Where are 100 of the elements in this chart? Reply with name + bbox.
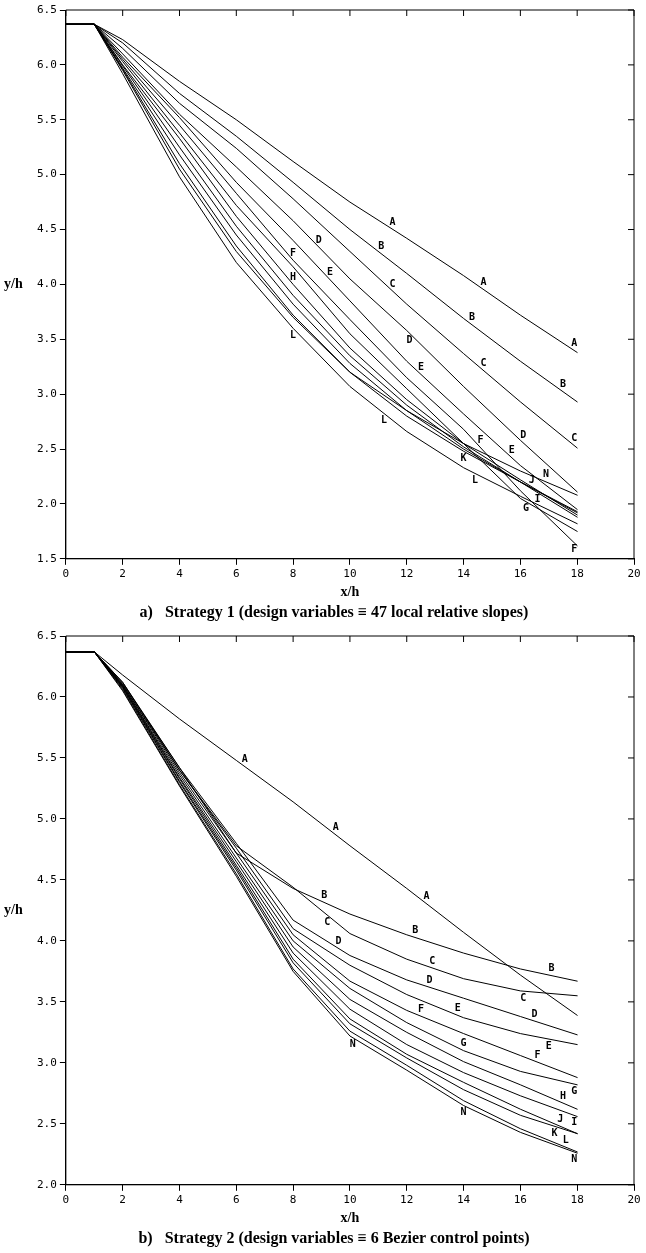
x-tick-label: 0	[62, 1193, 70, 1207]
text: C	[480, 357, 487, 369]
series-label: A	[480, 276, 487, 288]
series-label: I	[571, 1116, 578, 1128]
text: L	[381, 414, 388, 426]
x-tick-label: 10	[343, 1193, 357, 1207]
x-tick-label: 2	[119, 1193, 126, 1207]
text: C	[429, 954, 436, 966]
text: E	[454, 1002, 461, 1013]
series-label: F	[417, 1002, 424, 1014]
x-tick-label: 8	[289, 1193, 297, 1207]
y-tick-label: 4.5	[36, 222, 57, 236]
x-tick-label: 12	[400, 567, 414, 581]
x-tick-label: 16	[513, 1193, 527, 1207]
y-axis-title: y/h	[4, 276, 23, 292]
series-label: G	[571, 1084, 578, 1096]
x-tick-label: 12	[400, 1193, 414, 1207]
y-tick-label: 2.0	[36, 496, 57, 510]
series-label: E	[545, 1039, 552, 1051]
series-label: B	[321, 889, 328, 901]
x-tick-label: 20	[627, 1193, 641, 1207]
x-tick-label: 6	[232, 567, 240, 581]
series-label: J	[528, 474, 535, 486]
text: D	[315, 233, 322, 245]
text: E	[327, 266, 334, 278]
text: C	[324, 915, 331, 927]
y-tick-label: 5.5	[36, 750, 57, 764]
y-tick-label: 1.5	[36, 551, 57, 565]
text: D	[406, 333, 413, 345]
text: A	[423, 890, 430, 902]
y-axis-title: y/h	[4, 902, 23, 918]
text: a) Strategy 1 (design variables ≡ 47 local relative slopes)	[139, 602, 529, 621]
text: N	[460, 1106, 467, 1118]
x-tick-label: 10	[343, 567, 357, 581]
y-tick-label: 2.5	[36, 441, 57, 455]
series-label: H	[290, 270, 297, 282]
text: A	[389, 215, 396, 227]
text: F	[571, 543, 578, 555]
y-tick-label: 6.5	[36, 628, 57, 642]
x-tick-label: 4	[176, 1193, 184, 1207]
y-tick-label: 6.5	[36, 2, 57, 16]
y-tick-label: 6.0	[36, 57, 57, 71]
y-tick-label: 4.0	[36, 277, 57, 291]
series-label: A	[332, 821, 339, 833]
text: A	[571, 337, 578, 349]
y-tick-label: 2.0	[36, 1177, 57, 1191]
y-tick-label: 3.0	[36, 1055, 57, 1069]
series-label: L	[471, 474, 478, 485]
text: D	[426, 973, 433, 985]
text: A	[241, 753, 248, 765]
x-tick-label: 14	[456, 1193, 471, 1207]
x-axis-title: x/h	[340, 584, 360, 600]
series-label: E	[508, 444, 515, 456]
y-tick-label: 5.0	[36, 811, 57, 825]
y-tick-label: 3.0	[36, 387, 57, 401]
series-label: C	[520, 991, 527, 1003]
x-tick-label: 6	[232, 1193, 240, 1207]
text: F	[534, 1048, 541, 1060]
x-tick-label: 0	[62, 567, 70, 581]
x-tick-label: 8	[289, 567, 297, 581]
series-label: B	[378, 240, 385, 252]
series-label: D	[520, 429, 527, 441]
x-tick-label: 2	[119, 567, 126, 581]
series-label: J	[557, 1112, 564, 1124]
series-label: D	[335, 935, 342, 947]
x-tick-label: 16	[513, 567, 527, 581]
text: C	[389, 277, 396, 289]
text: B	[469, 311, 476, 323]
x-tick-label: 18	[570, 567, 584, 581]
series-label: N	[571, 1152, 578, 1164]
text: G	[460, 1037, 467, 1049]
y-tick-label: 3.5	[36, 994, 57, 1008]
text: D	[531, 1007, 538, 1019]
x-tick-label: 4	[176, 567, 184, 581]
y-tick-label: 5.5	[36, 112, 57, 126]
y-tick-label: 6.0	[36, 689, 57, 703]
series-label: L	[562, 1133, 569, 1145]
x-tick-label: 20	[627, 567, 641, 581]
text: E	[417, 361, 424, 372]
y-tick-label: 5.0	[36, 167, 57, 181]
y-tick-label: 4.5	[36, 872, 57, 886]
series-label: G	[523, 502, 530, 514]
text: F	[290, 246, 297, 258]
x-tick-label: 18	[570, 1193, 584, 1207]
text: N	[349, 1038, 356, 1050]
y-tick-label: 4.0	[36, 933, 57, 947]
series-label: I	[534, 493, 541, 505]
y-tick-label: 3.5	[36, 332, 57, 346]
x-axis-title: x/h	[340, 1210, 360, 1226]
series-label: K	[460, 451, 467, 463]
series-label: K	[551, 1126, 558, 1138]
y-tick-label: 2.5	[36, 1116, 57, 1130]
text: L	[290, 328, 297, 340]
series-label: C	[571, 432, 578, 444]
series-label: F	[477, 434, 484, 446]
text: B	[548, 962, 555, 974]
text: b) Strategy 2 (design variables ≡ 6 Bezier control points)	[138, 1228, 530, 1247]
x-tick-label: 14	[456, 567, 471, 581]
text: B	[559, 378, 566, 390]
series-label: N	[542, 468, 549, 480]
